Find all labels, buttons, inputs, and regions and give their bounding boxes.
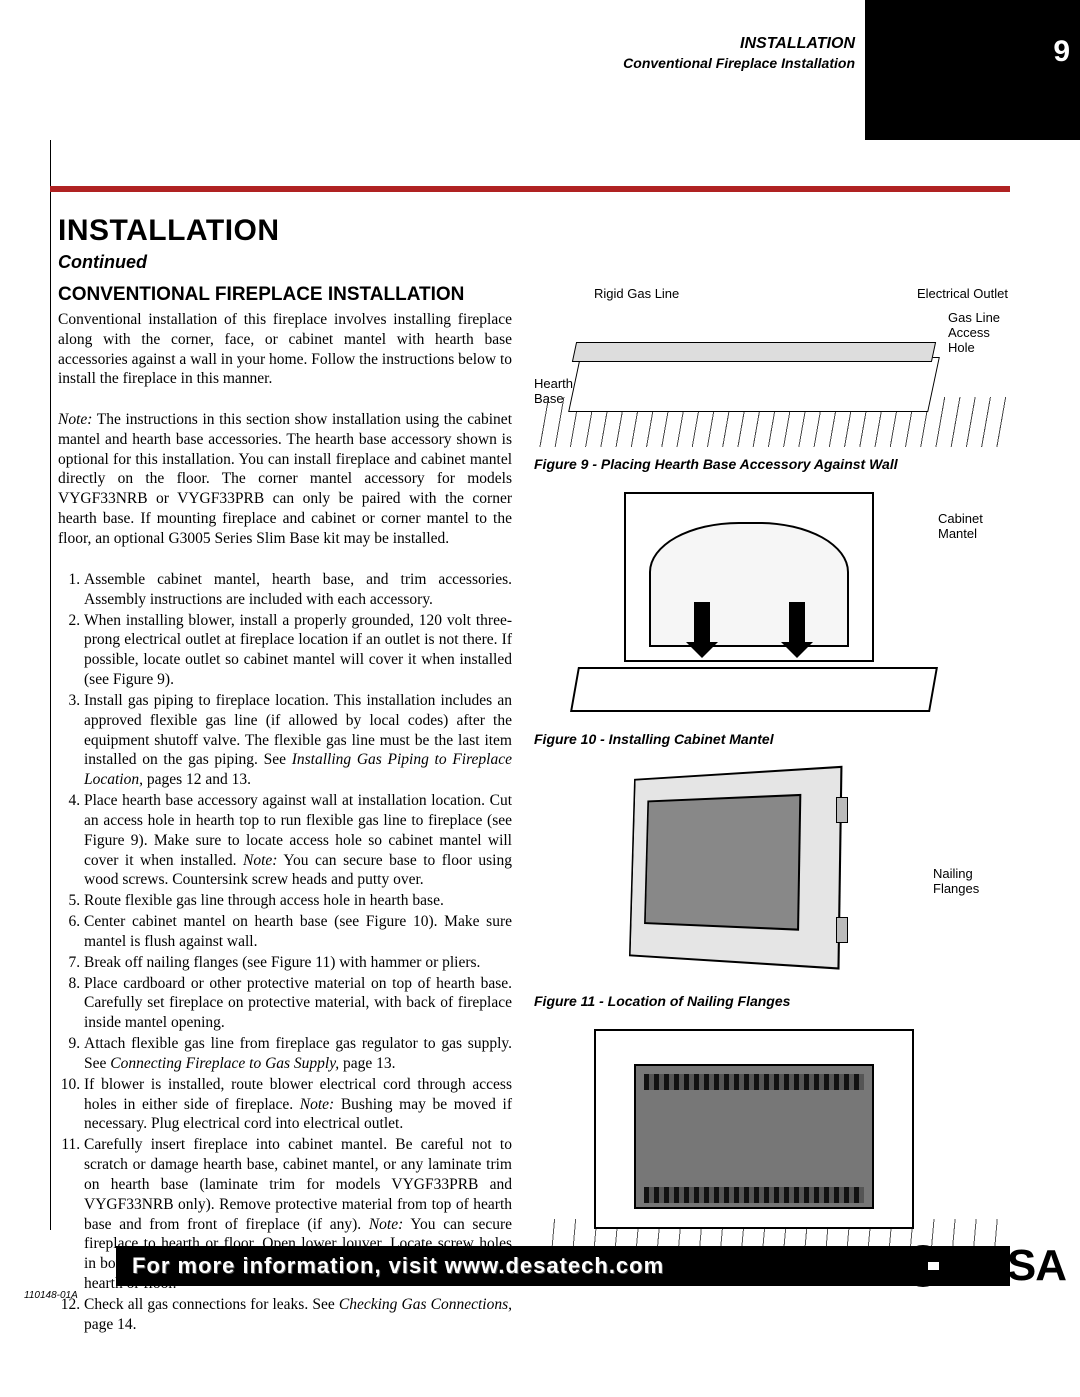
callout-nailing-flanges: Nailing Flanges	[933, 867, 993, 897]
logo-icon	[902, 1245, 944, 1287]
figure-10: Cabinet Mantel Figure 10 - Installing Ca…	[534, 482, 1008, 747]
note-body: The instructions in this section show in…	[58, 411, 512, 547]
figure-9-art: Rigid Gas Line Electrical Outlet Gas Lin…	[534, 287, 1008, 452]
figure-9-caption: Figure 9 - Placing Hearth Base Accessory…	[534, 456, 1008, 472]
callout-gas-access-hole: Gas Line Access Hole	[948, 311, 1008, 356]
intro-paragraph: Conventional installation of this firepl…	[58, 310, 512, 389]
step-item: Check all gas connections for leaks. See…	[84, 1295, 512, 1335]
accent-rule	[50, 186, 1010, 192]
step-item: Center cabinet mantel on hearth base (se…	[84, 912, 512, 952]
header-subtitle: Conventional Fireplace Installation	[623, 55, 855, 71]
page-number-tab: 9	[865, 0, 1080, 140]
note-paragraph: Note: The instructions in this section s…	[58, 410, 512, 549]
logo-text: DESA	[948, 1241, 1066, 1291]
step-item: Break off nailing flanges (see Figure 11…	[84, 953, 512, 973]
callout-cabinet-mantel: Cabinet Mantel	[938, 512, 998, 542]
brand-logo: DESA	[902, 1241, 1066, 1291]
page-number: 9	[875, 35, 1070, 69]
footer-bar: For more information, visit www.desatech…	[116, 1246, 1010, 1286]
figure-12-art	[534, 1019, 1008, 1264]
main-heading: INSTALLATION	[58, 214, 280, 248]
step-item: Assemble cabinet mantel, hearth base, an…	[84, 570, 512, 610]
figure-11-art: Nailing Flanges	[534, 757, 1008, 989]
step-item: Route flexible gas line through access h…	[84, 891, 512, 911]
document-number: 110148-01A	[24, 1290, 78, 1301]
callout-electrical-outlet: Electrical Outlet	[917, 287, 1008, 302]
figure-column: Rigid Gas Line Electrical Outlet Gas Lin…	[534, 287, 1008, 1294]
figure-10-caption: Figure 10 - Installing Cabinet Mantel	[534, 731, 1008, 747]
figure-9: Rigid Gas Line Electrical Outlet Gas Lin…	[534, 287, 1008, 472]
step-item: Attach flexible gas line from fireplace …	[84, 1034, 512, 1074]
note-label: Note:	[58, 411, 92, 428]
step-item: If blower is installed, route blower ele…	[84, 1075, 512, 1134]
continued-label: Continued	[58, 252, 147, 273]
footer-text: For more information, visit www.desatech…	[132, 1253, 664, 1279]
step-item: Place hearth base accessory against wall…	[84, 791, 512, 890]
callout-hearth-base: Hearth Base	[534, 377, 582, 407]
step-item: When installing blower, install a proper…	[84, 611, 512, 690]
figure-10-art: Cabinet Mantel	[534, 482, 1008, 727]
step-item: Install gas piping to fireplace location…	[84, 691, 512, 790]
header-title: INSTALLATION	[740, 35, 855, 53]
section-heading: CONVENTIONAL FIREPLACE INSTALLATION	[58, 284, 464, 306]
figure-11-caption: Figure 11 - Location of Nailing Flanges	[534, 993, 1008, 1009]
step-item: Place cardboard or other protective mate…	[84, 974, 512, 1033]
callout-rigid-gas-line: Rigid Gas Line	[594, 287, 679, 302]
figure-11: Nailing Flanges Figure 11 - Location of …	[534, 757, 1008, 1009]
page-header: 9 INSTALLATION Conventional Fireplace In…	[0, 0, 1080, 140]
side-rule	[50, 140, 51, 1230]
steps-list: Assemble cabinet mantel, hearth base, an…	[58, 570, 512, 1335]
